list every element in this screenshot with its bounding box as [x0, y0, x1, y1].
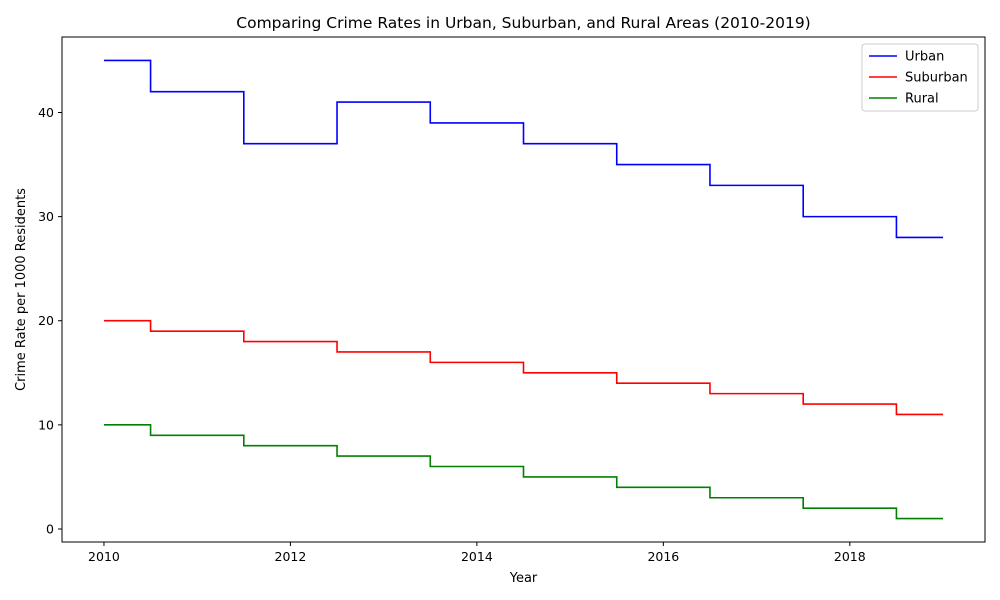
- y-axis: 0 10 20 30 40: [38, 105, 62, 536]
- x-tick-label: 2018: [834, 549, 866, 564]
- y-tick-label: 40: [38, 105, 54, 120]
- legend: Urban Suburban Rural: [861, 43, 979, 112]
- chart-title: Comparing Crime Rates in Urban, Suburban…: [236, 14, 810, 32]
- x-axis-label: Year: [509, 571, 538, 586]
- series-line-rural: [103, 424, 944, 520]
- y-tick-label: 30: [38, 209, 54, 224]
- y-axis-label: Crime Rate per 1000 Residents: [14, 188, 29, 391]
- x-tick-label: 2014: [461, 549, 493, 564]
- y-tick-label: 20: [38, 313, 54, 328]
- legend-box: [861, 43, 979, 112]
- x-axis: 2010 2012 2014 2016 2018: [88, 542, 866, 564]
- y-tick-label: 0: [46, 521, 54, 536]
- legend-label-rural: Rural: [905, 92, 939, 107]
- legend-label-urban: Urban: [905, 50, 944, 65]
- x-tick-label: 2016: [647, 549, 679, 564]
- series-line-suburban: [103, 319, 944, 416]
- legend-label-suburban: Suburban: [905, 71, 968, 86]
- y-tick-label: 10: [38, 417, 54, 432]
- x-tick-label: 2012: [275, 549, 307, 564]
- plot-frame: [61, 36, 986, 543]
- plot-area: [103, 59, 944, 520]
- series-line-urban: [103, 59, 944, 239]
- x-tick-label: 2010: [88, 549, 120, 564]
